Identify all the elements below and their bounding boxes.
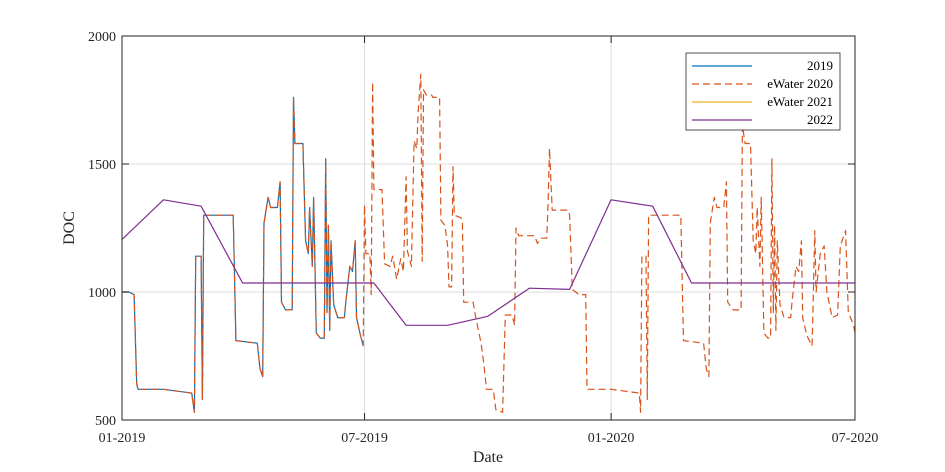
- legend-label: 2019: [807, 58, 833, 73]
- legend: 2019 eWater 2020 eWater 2021 2022: [685, 52, 841, 131]
- y-tick-label: 1500: [88, 158, 116, 173]
- plot-frame: [121, 35, 856, 421]
- y-tick-label: 500: [95, 414, 116, 429]
- legend-label: 2022: [807, 112, 833, 127]
- series-line-ewater-2020: [122, 73, 856, 413]
- y-tick-label: 1000: [88, 286, 116, 301]
- x-axis-label: Date: [473, 449, 503, 466]
- x-tick-label: 07-2020: [832, 431, 879, 446]
- x-tick-label: 01-2019: [99, 431, 146, 446]
- legend-label: eWater 2020: [767, 76, 833, 91]
- axis-ticks: 01-2019 07-2019 01-2020 07-2020 500 1000 1500 2…: [88, 30, 878, 446]
- x-tick-label: 01-2020: [588, 431, 635, 446]
- y-axis-label: DOC: [61, 211, 78, 245]
- legend-label: eWater 2021: [767, 94, 833, 109]
- series-line-2022: [121, 199, 855, 326]
- x-tick-label: 07-2019: [341, 431, 388, 446]
- series-lines: [121, 73, 856, 413]
- y-tick-label: 2000: [88, 30, 116, 45]
